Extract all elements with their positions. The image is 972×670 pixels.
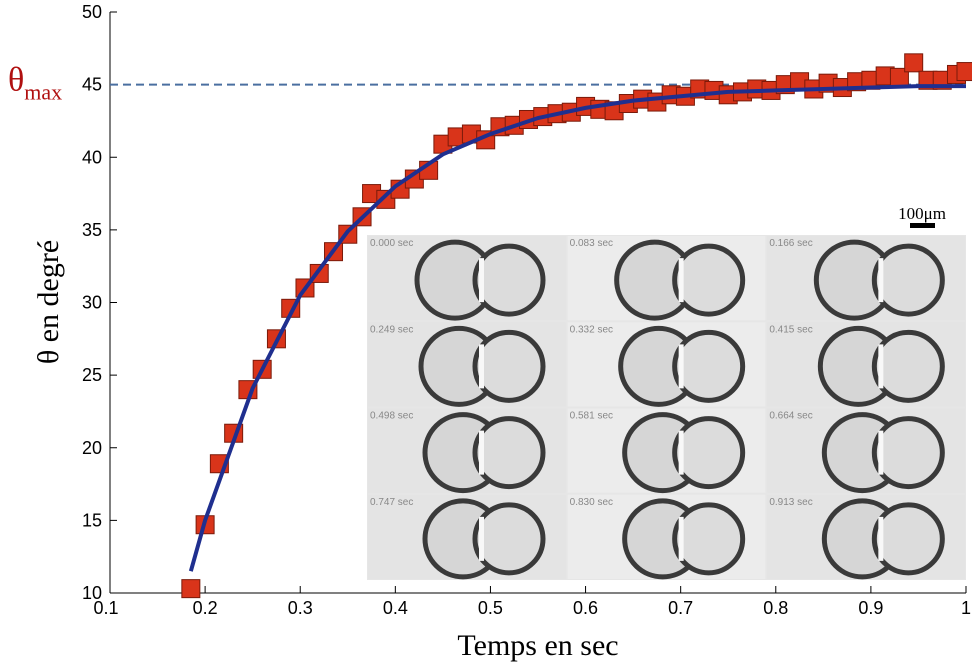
neck-highlight [678, 516, 684, 561]
neck-highlight [678, 430, 684, 475]
droplet [472, 329, 546, 403]
droplet [672, 502, 746, 576]
frame-label: 0.249 sec [370, 324, 413, 335]
frame-label: 0.664 sec [769, 411, 812, 422]
neck-highlight [678, 258, 684, 303]
scale-label: 100μm [898, 204, 946, 223]
droplet [672, 416, 746, 490]
neck-highlight [479, 344, 484, 389]
y-tick-label: 30 [82, 293, 102, 313]
x-tick-label: 0.4 [383, 598, 408, 618]
droplet [472, 416, 546, 490]
x-tick-label: 0.3 [288, 598, 313, 618]
x-tick-label: 0.8 [763, 598, 788, 618]
x-tick-label: 0.1 [93, 598, 118, 618]
data-point [181, 579, 201, 599]
neck-highlight [878, 430, 884, 475]
y-axis-label: θ en degré [32, 240, 65, 364]
reference-label-symbol: θ [8, 62, 24, 99]
x-tick-label: 0.9 [858, 598, 883, 618]
x-tick-label: 0.2 [193, 598, 218, 618]
droplet [871, 243, 945, 317]
frame-label: 0.913 sec [769, 497, 812, 508]
frame-label: 0.083 sec [570, 238, 613, 249]
frame-label: 0.581 sec [570, 411, 613, 422]
frame-label: 0.166 sec [769, 238, 812, 249]
neck-highlight [479, 258, 484, 303]
reference-label: θmax [8, 62, 62, 105]
y-tick-label: 20 [82, 438, 102, 458]
frame-label: 0.000 sec [370, 238, 413, 249]
frame-label: 0.332 sec [570, 324, 613, 335]
neck-highlight [479, 516, 484, 561]
y-tick-label: 15 [82, 510, 102, 530]
fit-curve [188, 84, 966, 572]
data-point [956, 62, 972, 82]
neck-highlight [878, 344, 884, 389]
x-axis-label: Temps en sec [457, 629, 618, 662]
reference-label-sub: max [24, 80, 62, 105]
x-tick-label: 0.6 [573, 598, 598, 618]
neck-highlight [479, 430, 484, 475]
droplet [871, 416, 945, 490]
droplet [672, 329, 746, 403]
neck-highlight [878, 516, 884, 561]
y-tick-label: 40 [82, 147, 102, 167]
data-point [904, 53, 924, 73]
x-tick-label: 0.5 [478, 598, 503, 618]
y-tick-label: 35 [82, 220, 102, 240]
scale-bar [910, 223, 935, 228]
frame-label: 0.830 sec [570, 497, 613, 508]
droplet [871, 502, 945, 576]
droplet [672, 243, 746, 317]
data-point [376, 189, 396, 209]
y-tick-label: 25 [82, 365, 102, 385]
y-tick-label: 45 [82, 75, 102, 95]
x-tick-label: 1 [961, 598, 971, 618]
droplet [472, 243, 546, 317]
neck-highlight [678, 344, 684, 389]
frame-label: 0.498 sec [370, 411, 413, 422]
droplet [472, 502, 546, 576]
y-tick-label: 50 [82, 2, 102, 22]
x-tick-label: 0.7 [668, 598, 693, 618]
droplet [871, 329, 945, 403]
y-tick-label: 10 [82, 583, 102, 603]
frame-label: 0.415 sec [769, 324, 812, 335]
neck-highlight [878, 258, 884, 303]
frame-label: 0.747 sec [370, 497, 413, 508]
